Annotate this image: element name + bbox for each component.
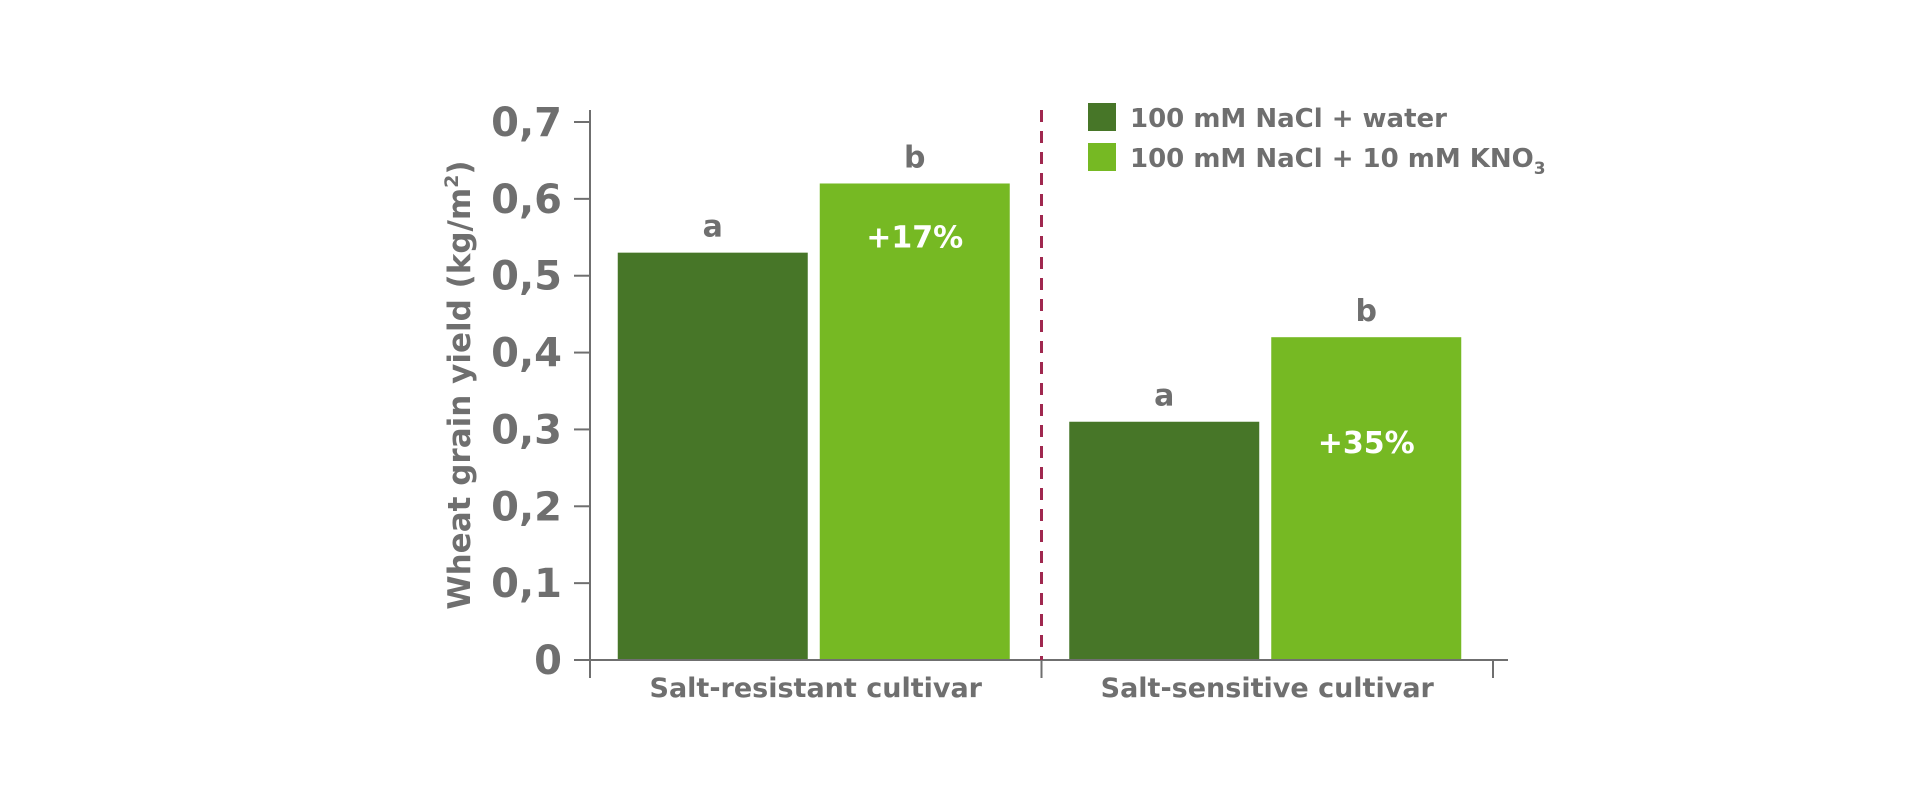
- y-tick-label: 0,1: [491, 561, 562, 607]
- y-axis-ticks: 0 0,1 0,2 0,3 0,4 0,5 0,6 0,7: [491, 100, 590, 684]
- y-tick-label: 0,7: [491, 100, 562, 146]
- y-axis-title: Wheat grain yield (kg/m2): [441, 160, 478, 609]
- legend-label: 100 mM NaCl + 10 mM KNO3: [1130, 144, 1546, 179]
- y-tick-label: 0,3: [491, 407, 562, 453]
- legend: 100 mM NaCl + water 100 mM NaCl + 10 mM K…: [1088, 103, 1546, 179]
- x-category-label: Salt-resistant cultivar: [650, 673, 983, 704]
- bars: [617, 183, 1462, 659]
- legend-swatch: [1088, 103, 1116, 131]
- percent-increase-label: +17%: [866, 220, 963, 255]
- significance-label: b: [904, 140, 925, 175]
- y-tick-label: 0,2: [491, 484, 562, 530]
- axes: [589, 110, 1508, 678]
- bar: [819, 183, 1010, 659]
- bar: [1271, 337, 1462, 659]
- significance-label: b: [1356, 294, 1377, 329]
- legend-label: 100 mM NaCl + water: [1130, 104, 1447, 134]
- x-category-label: Salt-sensitive cultivar: [1101, 673, 1435, 704]
- significance-label: a: [703, 210, 723, 245]
- bar-labels: a b +17% Salt-resistant cultivar a b +35% Salt-…: [650, 140, 1435, 704]
- y-tick-label: 0,5: [491, 254, 562, 300]
- legend-swatch: [1088, 143, 1116, 171]
- percent-increase-label: +35%: [1318, 426, 1415, 461]
- bar: [617, 252, 808, 659]
- bar: [1069, 421, 1260, 659]
- y-tick-label: 0: [534, 638, 562, 684]
- y-tick-label: 0,6: [491, 177, 562, 223]
- significance-label: a: [1154, 379, 1174, 414]
- y-tick-label: 0,4: [491, 331, 562, 377]
